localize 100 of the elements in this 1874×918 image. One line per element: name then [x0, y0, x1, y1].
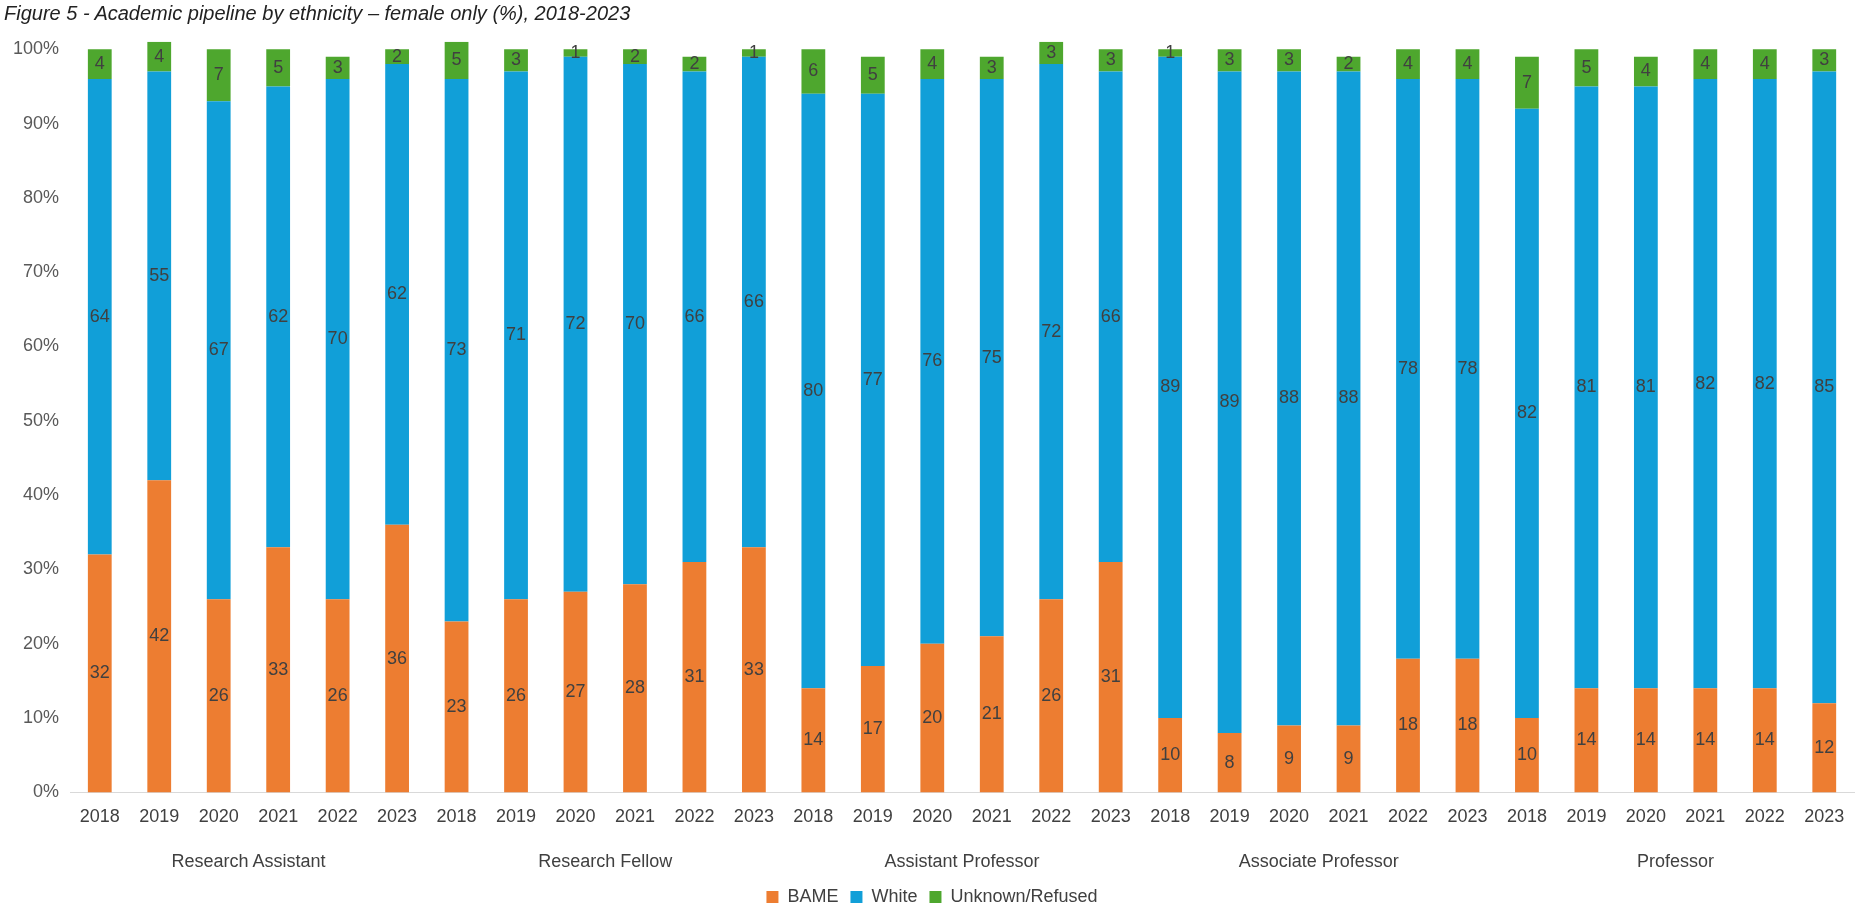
bar — [1633, 688, 1658, 793]
legend-label: White — [871, 885, 918, 906]
bar — [1633, 86, 1658, 689]
data-label: 82 — [1695, 372, 1716, 393]
data-label: 4 — [94, 53, 105, 74]
bar — [920, 643, 945, 793]
bar — [1277, 71, 1301, 726]
y-tick-label: 100% — [12, 38, 60, 59]
data-label: 20 — [922, 707, 943, 728]
x-tick-label: 2019 — [139, 806, 180, 827]
data-label: 5 — [1581, 56, 1592, 77]
text: Assistant Professor — [884, 850, 1040, 871]
legend-label: BAME — [787, 885, 839, 906]
bar — [1752, 688, 1777, 793]
data-label: 33 — [268, 658, 289, 679]
data-label: 6 — [808, 60, 819, 81]
data-label: 72 — [1041, 320, 1062, 341]
data-label: 26 — [327, 684, 348, 705]
data-label: 2 — [1343, 53, 1354, 74]
x-tick-label: 2018 — [1150, 806, 1191, 827]
data-label: 3 — [986, 56, 997, 77]
bar — [1455, 658, 1480, 793]
bar — [1217, 732, 1242, 793]
bar — [1277, 49, 1301, 72]
bar — [682, 71, 707, 563]
bar — [266, 49, 291, 87]
y-tick-label: 30% — [23, 558, 60, 579]
bar — [87, 554, 112, 793]
data-label: 32 — [89, 662, 110, 683]
bar — [385, 64, 409, 525]
data-label: 28 — [624, 677, 645, 698]
bar — [860, 93, 885, 667]
data-label: 66 — [684, 305, 705, 326]
bar — [801, 688, 826, 793]
bar — [920, 49, 945, 79]
data-label: 66 — [743, 290, 764, 311]
data-label: 4 — [1403, 53, 1414, 74]
data-label: 3 — [1046, 41, 1057, 62]
data-label: 75 — [981, 346, 1002, 367]
x-tick-label: 2018 — [79, 806, 120, 827]
data-label: 72 — [565, 313, 586, 334]
text: Research Fellow — [538, 850, 674, 871]
bar — [623, 64, 647, 585]
bar — [1336, 71, 1361, 726]
data-label: 21 — [981, 703, 1002, 724]
data-label: 5 — [451, 49, 462, 70]
bar — [1455, 78, 1480, 659]
data-label: 3 — [1819, 49, 1830, 70]
data-label: 36 — [387, 647, 408, 668]
bar — [801, 93, 826, 689]
data-label: 76 — [922, 350, 943, 371]
data-label: 3 — [1224, 49, 1235, 70]
bar — [1098, 562, 1123, 793]
y-tick-label: 0% — [33, 781, 60, 802]
data-label: 78 — [1457, 357, 1478, 378]
data-label: 89 — [1219, 391, 1240, 412]
bar — [563, 591, 588, 793]
bar — [1574, 86, 1599, 689]
bar — [1396, 78, 1420, 659]
bar — [1574, 688, 1599, 793]
data-label: 23 — [446, 695, 467, 716]
bar — [266, 86, 291, 548]
y-tick-label: 10% — [23, 707, 60, 728]
data-label: 70 — [327, 328, 348, 349]
x-tick-label: 2020 — [912, 806, 953, 827]
bar — [801, 49, 826, 94]
x-tick-label: 2021 — [614, 806, 655, 827]
data-label: 88 — [1279, 387, 1300, 408]
bar — [444, 78, 469, 622]
data-label: 70 — [624, 313, 645, 334]
x-tick-label: 2020 — [1625, 806, 1666, 827]
bar — [1158, 56, 1183, 719]
data-label: 81 — [1576, 376, 1597, 397]
bar — [979, 78, 1004, 637]
y-tick-label: 90% — [23, 112, 60, 133]
data-label: 7 — [213, 64, 224, 85]
data-label: 5 — [273, 56, 284, 77]
data-label: 77 — [862, 368, 883, 389]
data-label: 78 — [1397, 357, 1419, 378]
bar — [1396, 658, 1420, 793]
bar — [1752, 78, 1777, 689]
x-tick-label: 2018 — [793, 806, 834, 827]
x-tick-label: 2023 — [1804, 806, 1845, 827]
x-tick-label: 2021 — [258, 806, 299, 827]
x-tick-label: 2022 — [674, 806, 715, 827]
bar — [87, 49, 112, 79]
bar — [1693, 49, 1718, 79]
data-label: 62 — [268, 305, 289, 326]
data-label: 4 — [1700, 53, 1711, 74]
data-label: 5 — [867, 64, 878, 85]
x-tick-label: 2022 — [317, 806, 358, 827]
y-tick-label: 40% — [23, 484, 60, 505]
x-tick-label: 2023 — [377, 806, 418, 827]
data-label: 4 — [1640, 60, 1651, 81]
bar — [504, 599, 528, 793]
data-label: 9 — [1284, 747, 1295, 768]
data-label: 80 — [803, 380, 824, 401]
bar — [860, 56, 885, 94]
text: Research Assistant — [171, 850, 326, 871]
data-label: 2 — [629, 45, 640, 66]
